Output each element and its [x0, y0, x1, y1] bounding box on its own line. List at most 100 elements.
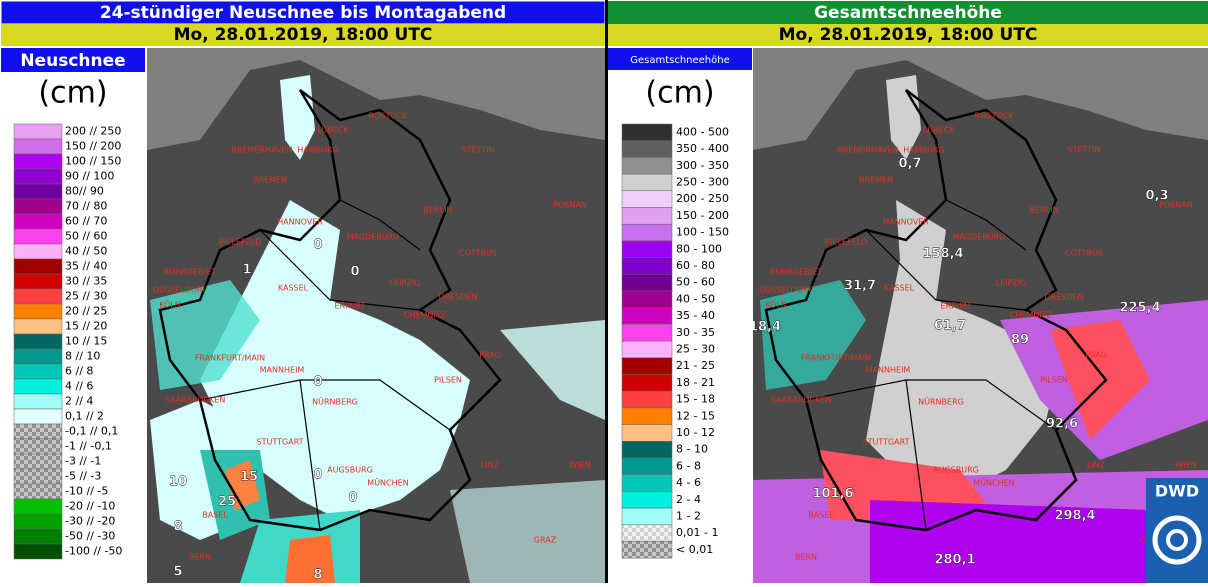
legend-swatch: [13, 453, 63, 470]
snow-value: 0: [350, 265, 359, 280]
legend-swatch: [621, 541, 673, 559]
legend-title-box: [608, 48, 752, 70]
legend-swatch: [13, 543, 63, 560]
snow-value: 0,7: [898, 157, 921, 172]
legend-swatch: [13, 363, 63, 380]
legend-swatch: [621, 340, 673, 359]
legend-title: Gesamtschneehöhe: [630, 55, 730, 66]
legend-label: 25 - 30: [676, 342, 715, 355]
city-label: BERLIN: [1030, 206, 1059, 215]
legend-label: 15 - 18: [676, 393, 715, 406]
legend-label: 2 // 4: [65, 395, 93, 408]
legend-title: Neuschnee: [20, 51, 125, 71]
city-label: POSNAN: [553, 201, 587, 210]
legend-label: 0,01 - 1: [676, 526, 718, 539]
legend-swatch: [621, 357, 673, 375]
legend-label: 35 - 40: [676, 309, 715, 322]
legend-swatch: [13, 288, 63, 305]
city-label: MAGDEBURG: [347, 233, 400, 242]
city-label: RUHRGEBIET: [770, 268, 822, 277]
legend-swatch: [13, 513, 63, 530]
snow-value: 0: [313, 468, 322, 483]
city-label: NÜRNBERG: [918, 397, 964, 407]
city-label: LEIPZIG: [390, 279, 421, 288]
legend-label: 2 - 4: [676, 493, 701, 506]
city-label: HAMBURG: [297, 146, 339, 155]
snow-value: 89: [1011, 333, 1029, 348]
legend-label: -1 // -0,1: [65, 440, 112, 453]
city-label: LÜBECK: [923, 125, 955, 135]
legend-label: -10 // -5: [65, 485, 108, 498]
legend-swatch: [621, 507, 673, 526]
legend-label: 6 // 8: [65, 365, 93, 378]
header-bar: [608, 1, 1208, 24]
legend-label: 200 - 250: [676, 192, 729, 205]
legend-swatch: [13, 243, 63, 260]
city-label: MANNHEIM: [260, 366, 305, 375]
city-label: LINZ: [481, 461, 500, 470]
city-label: ERFURT: [941, 302, 972, 311]
legend-swatch: [621, 207, 673, 225]
city-label: PILSEN: [1040, 376, 1068, 385]
map-left: LÜBECK ROSTOCK BREMERHAVEN HAMBURG BREMEN STE…: [147, 48, 605, 583]
city-label: HAMBURG: [903, 146, 945, 155]
snow-value: 25: [218, 495, 236, 510]
legend-label: < 0,01: [676, 543, 713, 556]
legend-swatch: [13, 138, 63, 155]
snow-value: 92,6: [1046, 417, 1078, 432]
snow-value: 18,4: [749, 320, 781, 335]
legend-label: 350 - 400: [676, 142, 729, 155]
legend-label: 150 // 200: [65, 140, 121, 153]
snow-value: 31,7: [844, 279, 876, 294]
legend-swatch: [621, 441, 673, 459]
legend-swatch: [621, 524, 673, 542]
legend-swatch: [621, 190, 673, 208]
map-right: LÜBECK ROSTOCK BREMERHAVEN HAMBURG BREMEN STE…: [749, 48, 1208, 583]
legend-label: 0,1 // 2: [65, 410, 104, 423]
legend-title-box: [1, 48, 145, 72]
city-label: CHEMNITZ: [1010, 311, 1053, 320]
legend-label: -50 // -30: [65, 530, 115, 543]
legend-swatch: [13, 483, 63, 500]
legend-label: 90 // 100: [65, 170, 114, 183]
city-label: FRANKFURT/MAIN: [801, 354, 871, 363]
legend-swatch: [13, 198, 63, 215]
city-label: DRESDEN: [438, 293, 477, 302]
legend-label: 40 - 50: [676, 292, 715, 305]
city-label: WIEN: [1175, 461, 1196, 470]
legend-label: -5 // -3: [65, 470, 101, 483]
city-label: CHEMNITZ: [404, 311, 447, 320]
legend-label: 15 // 20: [65, 320, 107, 333]
city-label: SAARBRÜCKEN: [771, 395, 832, 405]
legend-swatch: [621, 240, 673, 258]
city-label: BREMEN: [253, 176, 287, 185]
snow-value: 15: [240, 470, 258, 485]
city-label: GRAZ: [534, 536, 557, 545]
legend-label: 12 - 15: [676, 409, 715, 422]
city-label: AUGSBURG: [933, 466, 979, 475]
legend-swatch: [13, 528, 63, 545]
legend-label: 300 - 350: [676, 159, 729, 172]
snow-value: 225,4: [1119, 301, 1160, 316]
snow-value: 0,3: [1145, 189, 1168, 204]
legend-swatch: [13, 303, 63, 320]
legend-label: 100 // 150: [65, 155, 121, 168]
legend-swatch: [621, 390, 673, 409]
city-label: DÜSSELDORF: [759, 285, 814, 295]
legend-label: 25 // 30: [65, 290, 107, 303]
city-label: ROSTOCK: [369, 112, 409, 121]
legend-label: 80// 90: [65, 185, 104, 198]
legend-label: 250 - 300: [676, 175, 729, 188]
city-label: DRESDEN: [1044, 293, 1083, 302]
legend-swatch: [621, 123, 673, 141]
city-label: LINZ: [1087, 461, 1106, 470]
city-label: WIEN: [569, 461, 590, 470]
city-label: HANNOVER: [277, 218, 323, 227]
legend-swatch: [13, 273, 63, 290]
legend-label: -20 // -10: [65, 500, 115, 513]
legend-swatch: [13, 393, 63, 410]
city-label: PRAG: [479, 351, 501, 360]
legend-swatch: [621, 223, 673, 242]
city-label: MÜNCHEN: [973, 478, 1014, 488]
city-label: DÜSSELDORF: [153, 285, 208, 295]
